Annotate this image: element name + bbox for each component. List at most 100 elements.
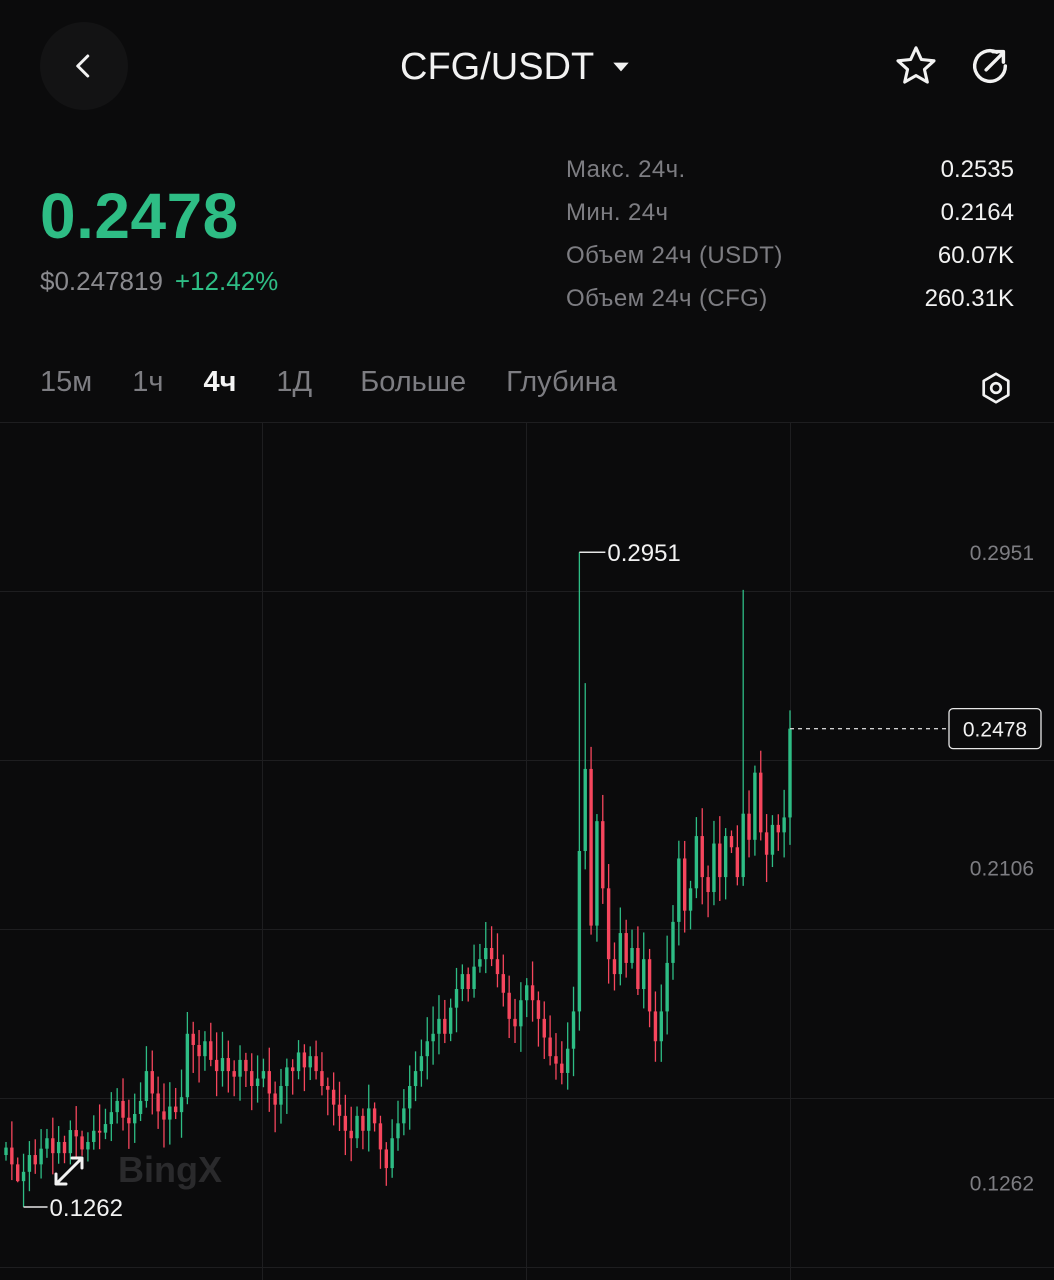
candle-body [156,1093,160,1112]
candle-body [197,1044,201,1057]
candle-body [413,1071,418,1087]
candle-body [454,989,459,1008]
pair-selector[interactable]: CFG/USDT [400,42,632,92]
candle-body [712,843,716,893]
candle-body [718,843,722,878]
candle-body [326,1086,330,1090]
favorite-button[interactable] [892,42,940,90]
candle-body [489,947,494,960]
stat-volume-usdt: Объем 24ч (USDT) 60.07K [566,234,1014,277]
tab-1d[interactable]: 1Д [276,366,313,398]
candle-body [150,1071,154,1094]
candle-body [191,1033,195,1045]
tab-depth[interactable]: Глубина [506,366,617,398]
stat-value: 0.2164 [940,198,1014,226]
candle-body [21,1171,26,1182]
candle-body [45,1138,49,1149]
candle-body [478,959,482,967]
candle-body [630,947,634,963]
candle-body [314,1056,318,1072]
candle-body [39,1148,43,1165]
candle-body [320,1071,324,1087]
candle-body [723,836,728,878]
candle-body [443,1018,447,1034]
candle-body [331,1089,336,1105]
back-button[interactable] [40,22,128,110]
tab-15m[interactable]: 15м [40,366,93,398]
candle-body [133,1113,137,1124]
candlestick-chart[interactable]: BingX 0.2951 0.2106 0.1262 0.2951 0.1262 0.24… [0,422,1054,1280]
expand-icon[interactable] [54,1156,84,1186]
candle-body [220,1058,225,1072]
price-summary: 0.2478 $0.247819 +12.42% [40,180,278,297]
current-price-box [948,707,1042,750]
candle-body [396,1123,400,1139]
low-marker-label: 0.1262 [50,1195,123,1222]
candle-body [378,1123,383,1150]
candle-body [367,1108,371,1131]
candle-body [97,1130,102,1133]
candle-body [764,832,769,855]
candle-body [530,985,535,1001]
tab-1h[interactable]: 1ч [132,366,164,398]
stat-value: 0.2535 [940,155,1014,183]
top-bar: CFG/USDT [0,0,1054,130]
chart-settings-button[interactable] [978,370,1014,406]
candle-body [115,1100,119,1113]
candle-body [595,821,599,926]
candle-body [577,851,582,1012]
candle-body [571,1011,576,1049]
tab-4h[interactable]: 4ч [203,366,237,398]
candle-body [735,847,740,878]
candle-body [419,1056,424,1072]
candle-body [589,768,593,926]
candle-body [408,1086,412,1109]
stat-value: 260.31K [924,284,1014,312]
candle-body [612,959,617,975]
candle-body [753,772,757,840]
tab-more[interactable]: Больше [360,366,467,398]
candle-body [343,1115,348,1131]
candle-body [425,1041,429,1057]
y-axis-tick: 0.2106 [970,857,1034,880]
candle-body [525,985,529,1001]
candle-body [747,813,751,840]
candle-body [519,1000,523,1027]
candle-body [290,1067,295,1072]
settings-icon [982,372,1010,404]
candle-body [448,1007,453,1034]
candle-body [431,1033,435,1042]
candle-body [472,966,476,990]
candle-body [677,858,681,922]
candle-body [238,1059,242,1077]
candle-body [542,1018,546,1038]
candle-body [232,1071,236,1077]
price-chart[interactable]: BingX 0.2951 0.2106 0.1262 0.2951 0.1262 0.24… [0,422,1054,1280]
candle-body [74,1130,78,1137]
candle-body [583,768,587,851]
candle-body [706,877,710,893]
candle-body [507,992,511,1019]
candle-body [682,858,687,911]
candle-body [636,947,640,990]
candle-body [279,1086,283,1105]
candle-body [162,1111,166,1120]
candle-body [548,1037,552,1057]
candle-body [168,1106,172,1120]
candle-body [355,1115,359,1139]
candle-body [261,1071,266,1079]
candle-body [565,1048,570,1073]
share-button[interactable] [966,42,1014,90]
candle-body [788,728,792,818]
stat-label: Объем 24ч (USDT) [566,241,783,269]
stat-volume-cfg: Объем 24ч (CFG) 260.31K [566,277,1014,320]
stat-label: Мин. 24ч [566,198,669,226]
candle-body [127,1117,131,1124]
candle-body [513,1018,517,1027]
stats-24h: Макс. 24ч. 0.2535 Мин. 24ч 0.2164 Объем … [566,148,1014,320]
candle-body [27,1155,32,1172]
candle-body [244,1059,248,1072]
pair-title: CFG/USDT [400,45,595,88]
candle-body [460,974,465,990]
candle-body [86,1141,90,1150]
